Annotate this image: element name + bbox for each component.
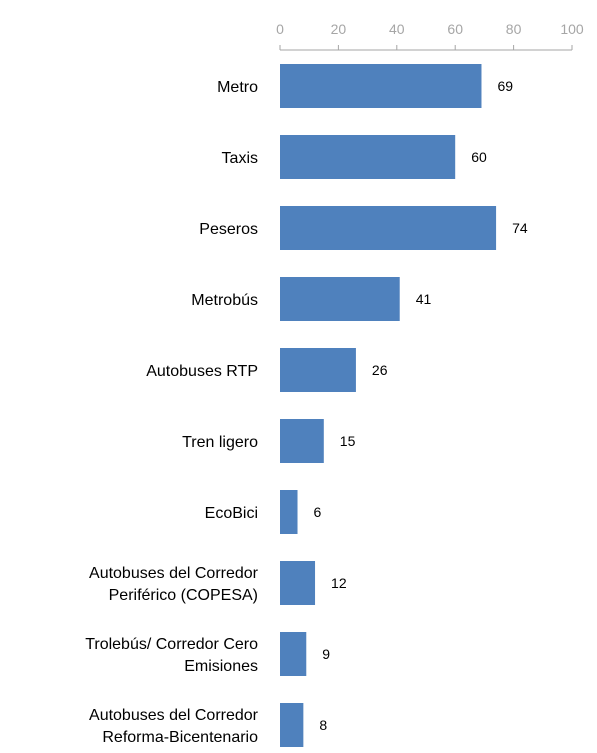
bars (280, 64, 497, 747)
category-label-line: EcoBici (205, 505, 258, 522)
category-label: Taxis (222, 150, 258, 167)
data-label: 69 (497, 78, 513, 94)
data-label: 41 (416, 291, 432, 307)
category-label-line: Trolebús/ Corredor Cero (85, 636, 258, 653)
category-label-line: Peseros (199, 221, 258, 238)
category-label-line: Metro (217, 79, 258, 96)
data-labels: 69 60 74 41 26 15 6 12 9 8 (314, 78, 528, 733)
data-label: 74 (512, 220, 528, 236)
category-label-line: Autobuses del Corredor (89, 565, 259, 582)
x-tick-label: 80 (506, 21, 522, 37)
data-label: 9 (322, 646, 330, 662)
category-label-line: Autobuses del Corredor (89, 707, 259, 724)
bar (280, 277, 400, 321)
category-label: Peseros (199, 221, 258, 238)
data-label: 26 (372, 362, 388, 378)
bar (280, 206, 497, 250)
data-label: 12 (331, 575, 347, 591)
bar (280, 632, 307, 676)
bar (280, 490, 298, 534)
category-label: Autobuses RTP (146, 363, 258, 380)
category-label: Autobuses del Corredor Reforma-Bicentenar… (89, 707, 259, 746)
category-label-line: Autobuses RTP (146, 363, 258, 380)
data-label: 8 (319, 717, 327, 733)
bar (280, 64, 482, 108)
bar (280, 135, 456, 179)
category-label-line: Emisiones (184, 658, 258, 675)
data-label: 15 (340, 433, 356, 449)
category-label: Tren ligero (182, 434, 258, 451)
category-label: Trolebús/ Corredor Cero Emisiones (85, 636, 258, 675)
x-tick-label: 40 (389, 21, 405, 37)
x-tick-label: 60 (447, 21, 463, 37)
bar (280, 348, 356, 392)
category-label-line: Periférico (COPESA) (109, 587, 258, 604)
x-tick-label: 20 (331, 21, 347, 37)
x-tick-label: 100 (560, 21, 584, 37)
data-label: 60 (471, 149, 487, 165)
category-label-line: Tren ligero (182, 434, 258, 451)
category-label: EcoBici (205, 505, 258, 522)
value-axis: 0 20 40 60 80 100 (276, 21, 584, 51)
category-labels: Metro Taxis Peseros Metrobús Autobuses RTP Tr… (85, 79, 258, 746)
category-label-line: Taxis (222, 150, 258, 167)
bar (280, 419, 324, 463)
category-label: Autobuses del Corredor Periférico (COPESA… (89, 565, 259, 604)
category-label: Metrobús (191, 292, 258, 309)
data-label: 6 (314, 504, 322, 520)
category-label: Metro (217, 79, 258, 96)
x-tick-label: 0 (276, 21, 284, 37)
category-label-line: Reforma-Bicentenario (102, 729, 258, 746)
bar (280, 561, 316, 605)
bar (280, 703, 304, 747)
category-label-line: Metrobús (191, 292, 258, 309)
